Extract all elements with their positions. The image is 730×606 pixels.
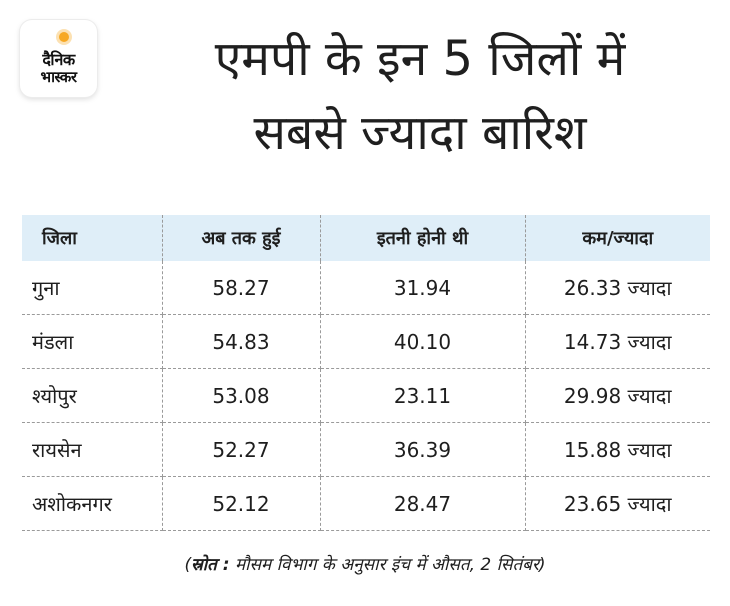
page-title: एमपी के इन 5 जिलों में सबसे ज्यादा बारिश — [120, 22, 720, 170]
table-row: अशोकनगर 52.12 28.47 23.65 ज्यादा — [22, 476, 710, 531]
rainfall-table: जिला अब तक हुई इतनी होनी थी कम/ज्यादा गु… — [22, 215, 710, 531]
dainik-bhaskar-logo: दैनिक भास्कर — [20, 20, 97, 97]
source-note: (स्रोत : मौसम विभाग के अनुसार इंच में औस… — [0, 552, 730, 575]
actual-rain-cell: 52.12 — [162, 476, 321, 531]
district-cell: गुना — [22, 261, 163, 315]
logo-text-line2: भास्कर — [40, 68, 77, 86]
actual-rain-cell: 58.27 — [162, 261, 321, 315]
expected-rain-cell: 40.10 — [320, 314, 526, 369]
table-row: रायसेन 52.27 36.39 15.88 ज्यादा — [22, 422, 710, 477]
difference-cell: 29.98 ज्यादा — [525, 368, 710, 423]
sun-logo-icon — [59, 32, 69, 42]
column-header-actual: अब तक हुई — [162, 215, 321, 261]
title-line2: सबसे ज्यादा बारिश — [253, 105, 587, 161]
table-row: श्योपुर 53.08 23.11 29.98 ज्यादा — [22, 368, 710, 423]
difference-cell: 14.73 ज्यादा — [525, 314, 710, 369]
district-cell: रायसेन — [22, 422, 163, 477]
difference-cell: 15.88 ज्यादा — [525, 422, 710, 477]
header-row: जिला अब तक हुई इतनी होनी थी कम/ज्यादा — [22, 215, 710, 261]
logo-text-line1: दैनिक — [42, 50, 75, 69]
table-row: गुना 58.27 31.94 26.33 ज्यादा — [22, 261, 710, 315]
column-header-district: जिला — [22, 215, 163, 261]
column-header-difference: कम/ज्यादा — [525, 215, 710, 261]
difference-cell: 26.33 ज्यादा — [525, 261, 710, 315]
source-label: स्रोत : — [191, 555, 230, 575]
actual-rain-cell: 53.08 — [162, 368, 321, 423]
title-line1: एमपी के इन 5 जिलों में — [214, 31, 626, 87]
table-row: मंडला 54.83 40.10 14.73 ज्यादा — [22, 314, 710, 369]
district-cell: श्योपुर — [22, 368, 163, 423]
expected-rain-cell: 28.47 — [320, 476, 526, 531]
difference-cell: 23.65 ज्यादा — [525, 476, 710, 531]
district-cell: मंडला — [22, 314, 163, 369]
expected-rain-cell: 36.39 — [320, 422, 526, 477]
source-open-paren: ( — [184, 555, 192, 575]
expected-rain-cell: 23.11 — [320, 368, 526, 423]
expected-rain-cell: 31.94 — [320, 261, 526, 315]
table-body: गुना 58.27 31.94 26.33 ज्यादा मंडला 54.8… — [22, 261, 710, 531]
actual-rain-cell: 54.83 — [162, 314, 321, 369]
column-header-expected: इतनी होनी थी — [320, 215, 526, 261]
source-text: मौसम विभाग के अनुसार इंच में औसत, 2 सितं… — [229, 555, 546, 575]
table-header: जिला अब तक हुई इतनी होनी थी कम/ज्यादा — [22, 215, 710, 261]
actual-rain-cell: 52.27 — [162, 422, 321, 477]
district-cell: अशोकनगर — [22, 476, 163, 531]
